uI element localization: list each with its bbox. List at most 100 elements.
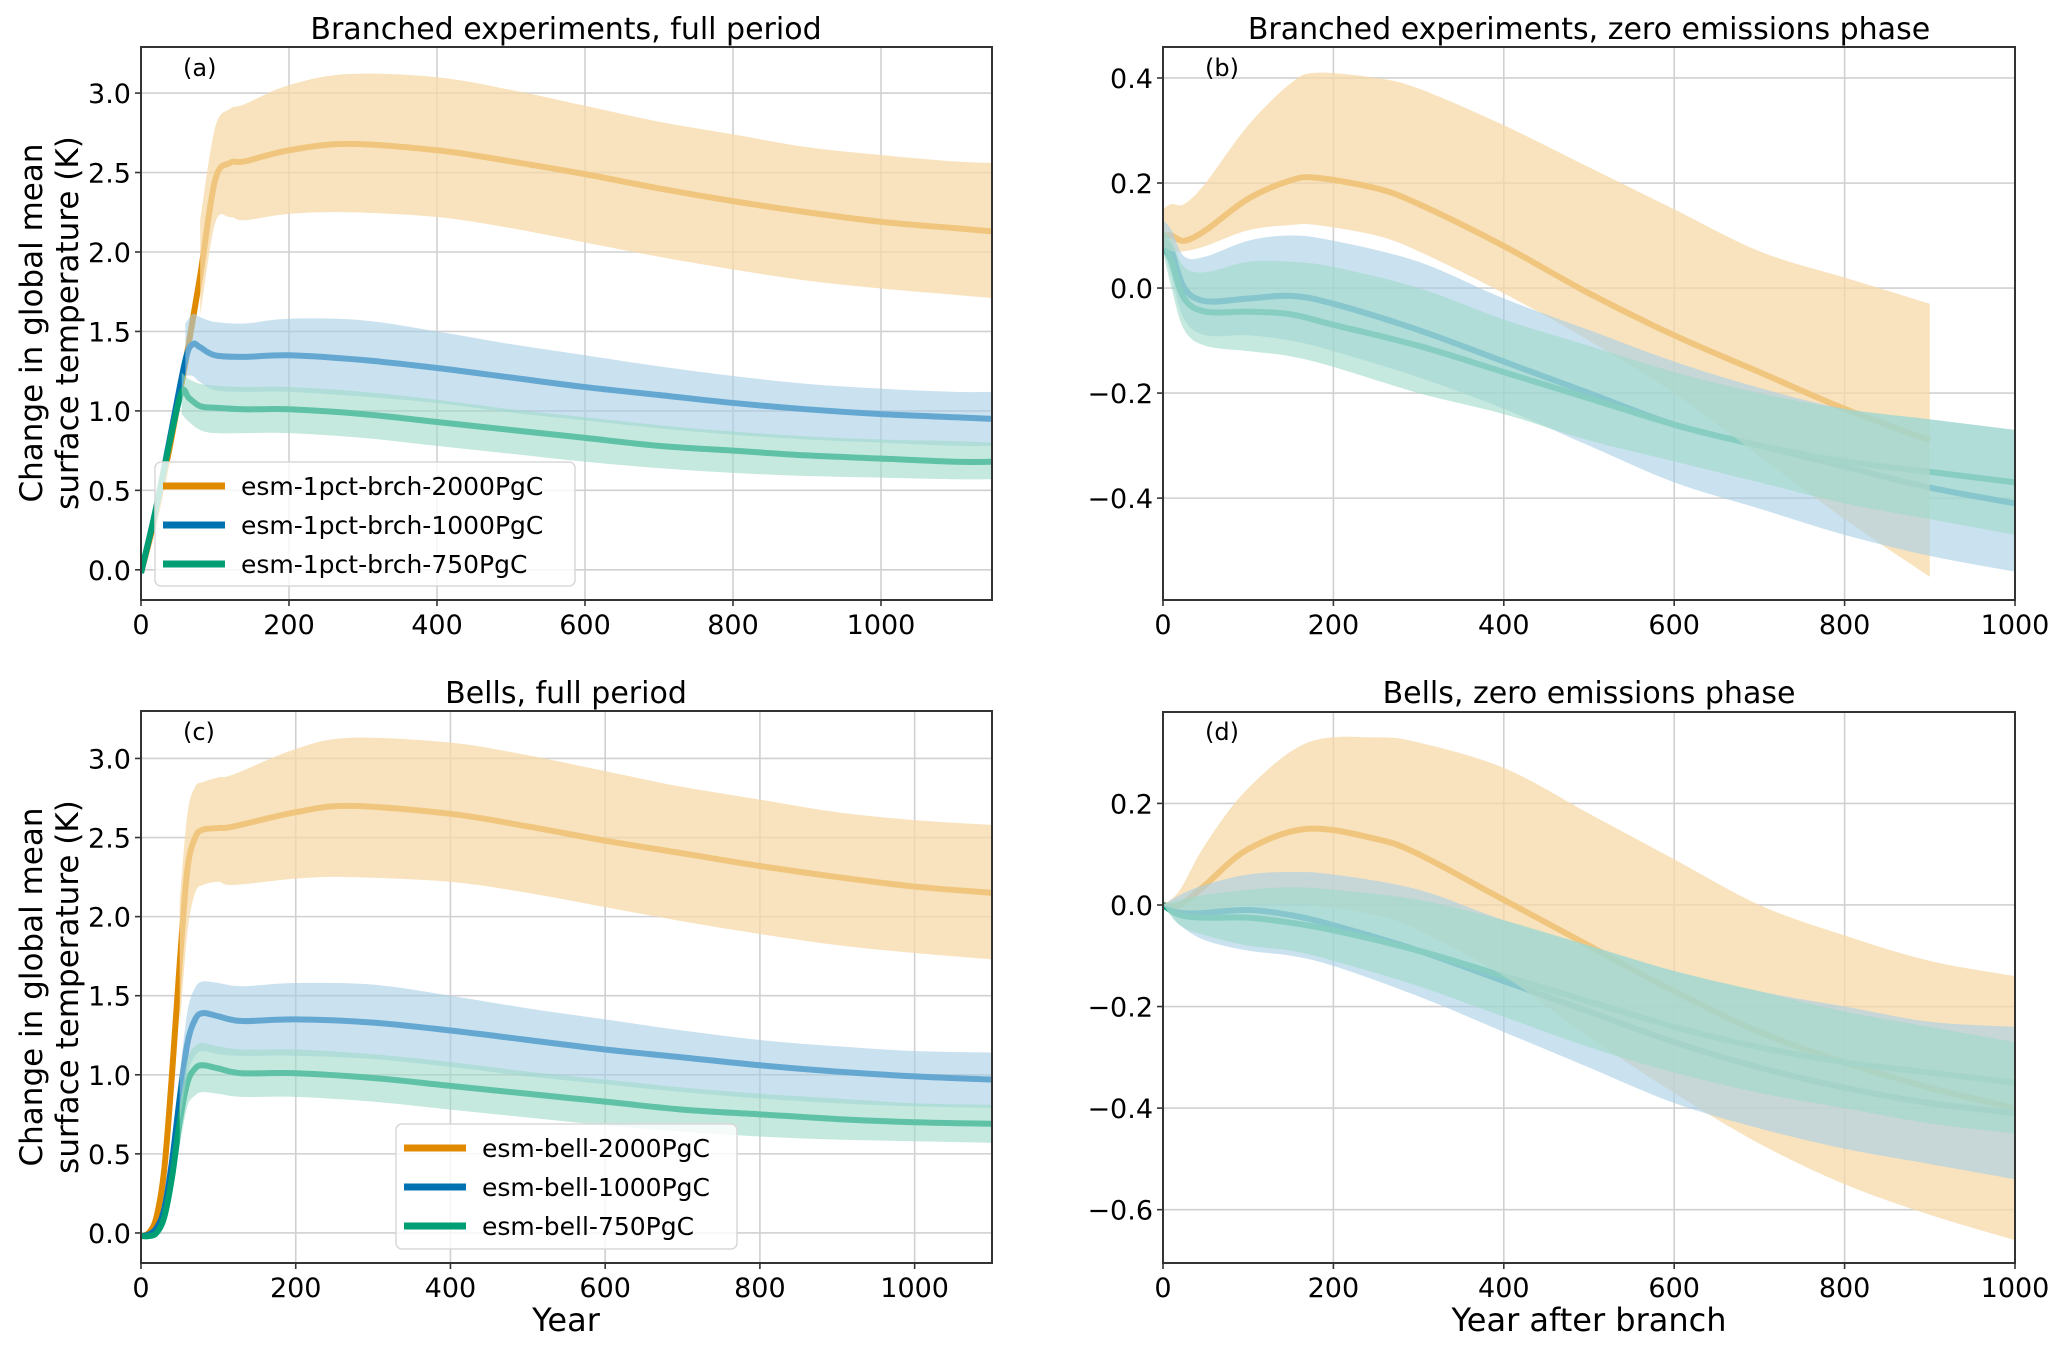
legend-entry: esm-1pct-brch-2000PgC [241, 472, 543, 501]
ylabel-c: Change in global mean surface temperatur… [14, 800, 86, 1174]
x-axis-label: Year after branch [1450, 1301, 1726, 1339]
x-tick-label: 200 [1308, 1273, 1360, 1304]
axes-frame [140, 710, 993, 1264]
ylabel-line1: Change in global mean [14, 808, 50, 1167]
uncertainty-band-2000 [200, 73, 992, 316]
y-tick-label: 0.5 [88, 1140, 131, 1171]
uncertainty-band-750 [181, 372, 992, 480]
x-tick-label: 400 [1478, 610, 1530, 641]
x-tick-label: 400 [1478, 1273, 1530, 1304]
y-tick-label: 1.5 [88, 317, 131, 348]
uncertainty-band-1000 [185, 313, 992, 447]
series-bands [179, 737, 992, 1146]
y-tick-label: 2.0 [88, 903, 131, 934]
y-tick-label: 1.0 [88, 397, 131, 428]
y-tick-label: −0.4 [1087, 484, 1153, 515]
x-tick-label: 200 [1308, 610, 1360, 641]
uncertainty-band-750 [1163, 887, 2015, 1134]
ylabel-line2: surface temperature (K) [50, 800, 86, 1174]
y-tick-label: 1.0 [88, 1061, 131, 1092]
x-tick-label: 800 [1819, 1273, 1871, 1304]
tick-labels: 0 200 400 600 800 1000 −0.4 −0.2 0.0 0.2 0.4 [1087, 64, 2049, 641]
y-tick-label: 3.0 [88, 744, 131, 775]
x-tick-label: 600 [579, 1273, 631, 1304]
x-tick-label: 400 [411, 610, 463, 641]
legend-box [395, 1123, 738, 1250]
legend-entry: esm-1pct-brch-750PgC [241, 550, 527, 579]
legend: esm-bell-2000PgC esm-bell-1000PgC esm-bell… [395, 1123, 738, 1250]
tick-labels: 0 200 400 600 800 1000 0.0 0.5 1.0 1.5 2.0 2.5 3.0 [88, 744, 949, 1304]
axes-frame [1162, 711, 2016, 1264]
legend-entry: esm-1pct-brch-1000PgC [241, 511, 543, 540]
legend-entry: esm-bell-2000PgC [482, 1134, 710, 1163]
y-tick-label: 2.0 [88, 238, 131, 269]
series-bands [181, 73, 992, 480]
series-bands [1163, 736, 2015, 1241]
ylabel-line2: surface temperature (K) [50, 136, 86, 510]
ylabel-line1: Change in global mean [14, 144, 50, 503]
panel-c: 0 200 400 600 800 1000 0.0 0.5 1.0 1.5 2.0 2.5 3.0 es… [88, 676, 993, 1339]
x-tick-label: 1000 [880, 1273, 949, 1304]
panel-title: Bells, zero emissions phase [1383, 676, 1796, 711]
x-tick-label: 0 [132, 610, 149, 641]
uncertainty-band-2000 [1163, 72, 1930, 577]
axes-frame [1162, 46, 2016, 601]
y-tick-label: −0.2 [1087, 993, 1153, 1024]
y-tick-label: −0.2 [1087, 379, 1153, 410]
x-tick-label: 800 [734, 1273, 786, 1304]
uncertainty-band-2000 [179, 737, 992, 1028]
x-tick-label: 800 [1819, 610, 1871, 641]
x-tick-label: 1000 [1981, 1273, 2050, 1304]
panel-title: Branched experiments, zero emissions pha… [1248, 12, 1930, 47]
y-tick-label: 2.5 [88, 159, 131, 190]
y-tick-label: 3.0 [88, 79, 131, 110]
plot-area [141, 73, 992, 574]
ylabel-a: Change in global mean surface temperatur… [14, 136, 86, 510]
legend-box [154, 461, 576, 587]
y-tick-label: 0.0 [88, 1219, 131, 1250]
y-tick-label: 0.2 [1110, 169, 1153, 200]
tick-labels: 0 200 400 600 800 1000 0.0 0.5 1.0 1.5 2.0 2.5 3.0 [88, 79, 915, 641]
panel-label: (c) [183, 718, 215, 746]
x-tick-label: 200 [270, 1273, 322, 1304]
legend: esm-1pct-brch-2000PgC esm-1pct-brch-1000P… [154, 461, 576, 587]
y-tick-label: 1.5 [88, 982, 131, 1013]
uncertainty-band-750 [1163, 230, 2015, 535]
x-tick-label: 200 [263, 610, 315, 641]
panel-title: Bells, full period [445, 676, 687, 711]
x-tick-label: 600 [559, 610, 611, 641]
x-tick-label: 0 [1154, 1273, 1171, 1304]
y-tick-label: 0.5 [88, 476, 131, 507]
panel-title: Branched experiments, full period [310, 12, 821, 47]
legend-entry: esm-bell-1000PgC [482, 1173, 710, 1202]
y-tick-label: −0.4 [1087, 1094, 1153, 1125]
panel-label: (d) [1205, 718, 1239, 746]
y-tick-label: 2.5 [88, 824, 131, 855]
x-tick-label: 0 [1154, 610, 1171, 641]
axes-frame [140, 46, 993, 601]
x-tick-label: 1000 [847, 610, 916, 641]
tick-labels: 0 200 400 600 800 1000 −0.6 −0.4 −0.2 0.0 0.2 [1087, 789, 2049, 1304]
legend-entry: esm-bell-750PgC [482, 1212, 694, 1241]
panel-d: 0 200 400 600 800 1000 −0.6 −0.4 −0.2 0.0 0.2 Bells… [1087, 676, 2049, 1339]
y-tick-label: 0.4 [1110, 64, 1153, 95]
uncertainty-band-1000 [179, 981, 992, 1123]
x-tick-label: 600 [1648, 1273, 1700, 1304]
plot-area [1163, 736, 2015, 1241]
panel-a: 0 200 400 600 800 1000 0.0 0.5 1.0 1.5 2.0 2.5 3.0 es… [88, 12, 993, 641]
panel-label: (a) [183, 54, 216, 82]
x-tick-label: 1000 [1981, 610, 2050, 641]
uncertainty-band-750 [179, 1043, 992, 1146]
panel-label: (b) [1205, 54, 1239, 82]
series-bands [1163, 72, 2015, 577]
x-tick-label: 400 [425, 1273, 477, 1304]
panel-b: 0 200 400 600 800 1000 −0.4 −0.2 0.0 0.2 0.4 Branch… [1087, 12, 2049, 641]
y-tick-label: 0.2 [1110, 789, 1153, 820]
y-tick-label: 0.0 [88, 556, 131, 587]
y-tick-label: −0.6 [1087, 1196, 1153, 1227]
y-tick-label: 0.0 [1110, 891, 1153, 922]
x-tick-label: 800 [707, 610, 759, 641]
x-axis-label: Year [531, 1301, 601, 1339]
x-tick-label: 600 [1648, 610, 1700, 641]
